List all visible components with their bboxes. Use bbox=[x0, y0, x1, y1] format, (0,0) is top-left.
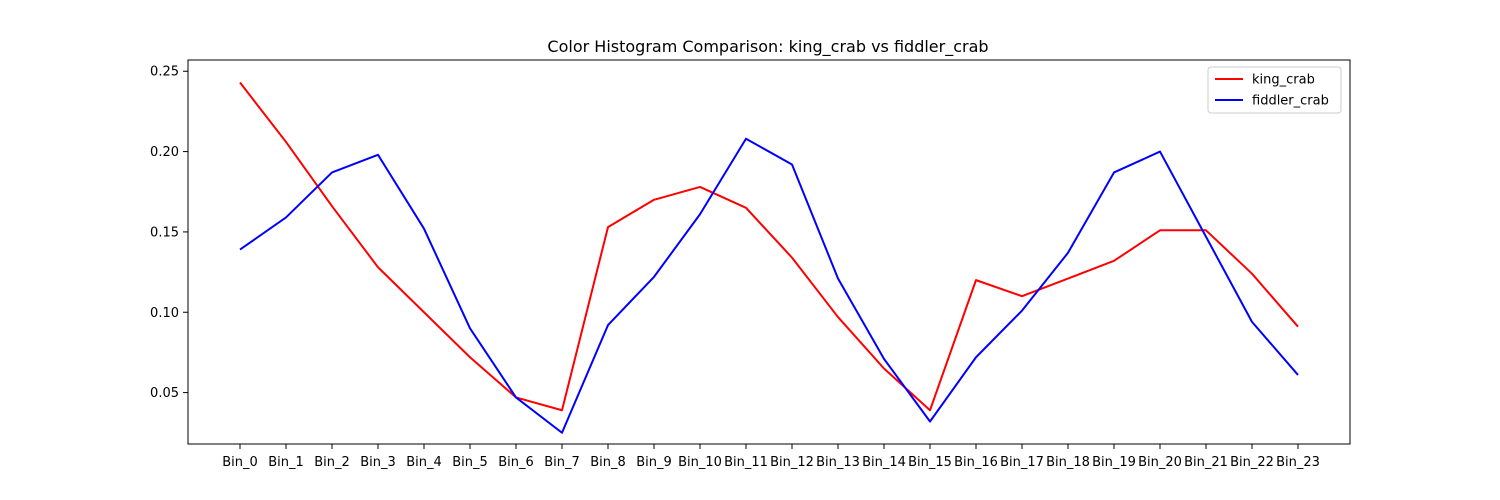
x-tick-label: Bin_11 bbox=[724, 455, 768, 470]
x-tick-label: Bin_1 bbox=[268, 455, 304, 470]
x-tick-label: Bin_9 bbox=[636, 455, 672, 470]
series-line-fiddler-crab bbox=[239, 137, 1299, 434]
series-layer bbox=[239, 81, 1299, 434]
x-tick-label: Bin_8 bbox=[590, 455, 626, 470]
chart-title: Color Histogram Comparison: king_crab vs… bbox=[547, 37, 988, 57]
x-tick-label: Bin_7 bbox=[544, 455, 580, 470]
x-axis: Bin_0 Bin_1 Bin_2 Bin_3 Bin_4 Bin_5 Bin_6 Bin_7… bbox=[222, 444, 1320, 470]
x-tick-label: Bin_17 bbox=[1000, 455, 1044, 470]
x-tick-label: Bin_21 bbox=[1184, 455, 1228, 470]
x-tick-label: Bin_18 bbox=[1046, 455, 1090, 470]
legend: king_crab fiddler_crab bbox=[1207, 66, 1342, 114]
legend-label: fiddler_crab bbox=[1252, 94, 1329, 109]
x-tick-label: Bin_22 bbox=[1230, 455, 1274, 470]
x-tick-label: Bin_0 bbox=[222, 455, 258, 470]
x-tick-label: Bin_5 bbox=[452, 455, 488, 470]
x-tick-label: Bin_10 bbox=[678, 455, 722, 470]
y-tick-label: 0.25 bbox=[150, 65, 179, 80]
y-tick-label: 0.05 bbox=[150, 386, 179, 401]
plot-area bbox=[187, 59, 1351, 445]
legend-label: king_crab bbox=[1252, 73, 1315, 88]
x-tick-label: Bin_12 bbox=[770, 455, 814, 470]
x-tick-label: Bin_19 bbox=[1092, 455, 1136, 470]
x-tick-label: Bin_15 bbox=[908, 455, 952, 470]
series-line-king-crab bbox=[239, 81, 1299, 412]
x-tick-label: Bin_14 bbox=[862, 455, 906, 470]
y-tick-label: 0.10 bbox=[150, 306, 179, 321]
x-tick-label: Bin_16 bbox=[954, 455, 998, 470]
y-tick-label: 0.20 bbox=[150, 145, 179, 160]
x-tick-label: Bin_6 bbox=[498, 455, 534, 470]
x-tick-label: Bin_13 bbox=[816, 455, 860, 470]
x-tick-label: Bin_3 bbox=[360, 455, 396, 470]
x-tick-label: Bin_4 bbox=[406, 455, 442, 470]
y-tick-label: 0.15 bbox=[150, 225, 179, 240]
plot-frame bbox=[187, 59, 1351, 445]
y-axis: 0.05 0.10 0.15 0.20 0.25 bbox=[150, 65, 188, 401]
x-tick-label: Bin_2 bbox=[314, 455, 350, 470]
x-tick-label: Bin_23 bbox=[1276, 455, 1320, 470]
x-tick-label: Bin_20 bbox=[1138, 455, 1182, 470]
